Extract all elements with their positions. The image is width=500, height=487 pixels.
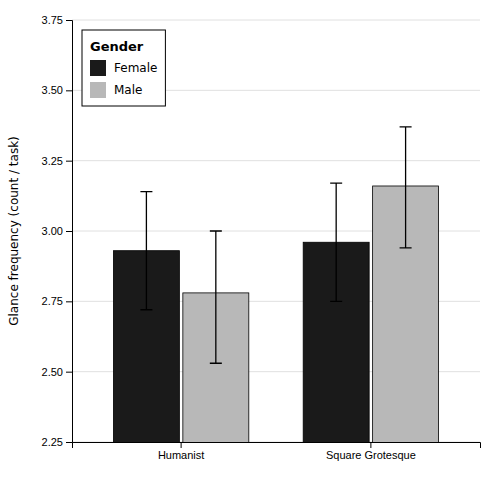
legend-label: Male bbox=[114, 83, 142, 97]
y-axis-title: Glance frequency (count / task) bbox=[7, 136, 21, 326]
x-tick-mark bbox=[370, 442, 371, 448]
x-tick-mark bbox=[181, 442, 182, 448]
error-bar bbox=[330, 183, 342, 301]
y-tick-mark bbox=[66, 442, 72, 443]
chart: 2.25 2.50 2.75 3.00 3.25 3.50 3.75 Humanist Squa… bbox=[0, 0, 500, 487]
series-1 bbox=[183, 186, 439, 442]
y-tick-mark bbox=[66, 372, 72, 373]
y-tick: 3.75 bbox=[42, 14, 72, 26]
x-tick-label: Humanist bbox=[158, 449, 204, 461]
y-tick-label: 2.75 bbox=[42, 295, 63, 307]
y-tick-label: 3.75 bbox=[42, 14, 63, 26]
y-tick-mark bbox=[66, 20, 72, 21]
y-tick-label: 3.00 bbox=[42, 225, 63, 237]
y-tick: 2.25 bbox=[42, 436, 72, 448]
x-tick: Humanist bbox=[158, 442, 204, 461]
y-tick-mark bbox=[66, 231, 72, 232]
x-tick-label: Square Grotesque bbox=[326, 449, 416, 461]
error-bar bbox=[210, 231, 222, 363]
marks bbox=[113, 127, 438, 442]
error-bars-0 bbox=[140, 183, 342, 310]
y-tick-label: 2.50 bbox=[42, 366, 63, 378]
y-tick-label: 3.50 bbox=[42, 84, 63, 96]
y-tick-label: 2.25 bbox=[42, 436, 63, 448]
y-tick: 3.25 bbox=[42, 155, 72, 167]
y-axis: 2.25 2.50 2.75 3.00 3.25 3.50 3.75 bbox=[42, 14, 73, 448]
y-tick-mark bbox=[66, 161, 72, 162]
error-bars-1 bbox=[210, 127, 412, 363]
y-tick: 3.00 bbox=[42, 225, 72, 237]
plot: 2.25 2.50 2.75 3.00 3.25 3.50 3.75 Humanist Squa… bbox=[7, 14, 481, 487]
y-tick: 2.50 bbox=[42, 366, 72, 378]
y-axis-line bbox=[66, 21, 73, 443]
grid-line bbox=[72, 160, 480, 161]
x-tick: Square Grotesque bbox=[326, 442, 416, 461]
legend-title: Gender bbox=[90, 39, 144, 54]
y-tick-label: 3.25 bbox=[42, 155, 63, 167]
y-tick: 2.75 bbox=[42, 295, 72, 307]
legend-swatch bbox=[90, 82, 106, 98]
error-bar bbox=[140, 192, 152, 310]
y-tick-mark bbox=[66, 90, 72, 91]
legend-swatch bbox=[90, 60, 106, 76]
y-tick: 3.50 bbox=[42, 84, 72, 96]
error-bar bbox=[400, 127, 412, 248]
legend: Gender Female Male bbox=[82, 30, 165, 106]
legend-label: Female bbox=[114, 61, 157, 75]
grid-line bbox=[72, 20, 480, 21]
x-axis-line bbox=[73, 443, 481, 449]
x-axis: Humanist Square Grotesque bbox=[73, 442, 481, 461]
y-tick-mark bbox=[66, 301, 72, 302]
legend-frame bbox=[82, 30, 165, 106]
series-0 bbox=[113, 242, 369, 442]
